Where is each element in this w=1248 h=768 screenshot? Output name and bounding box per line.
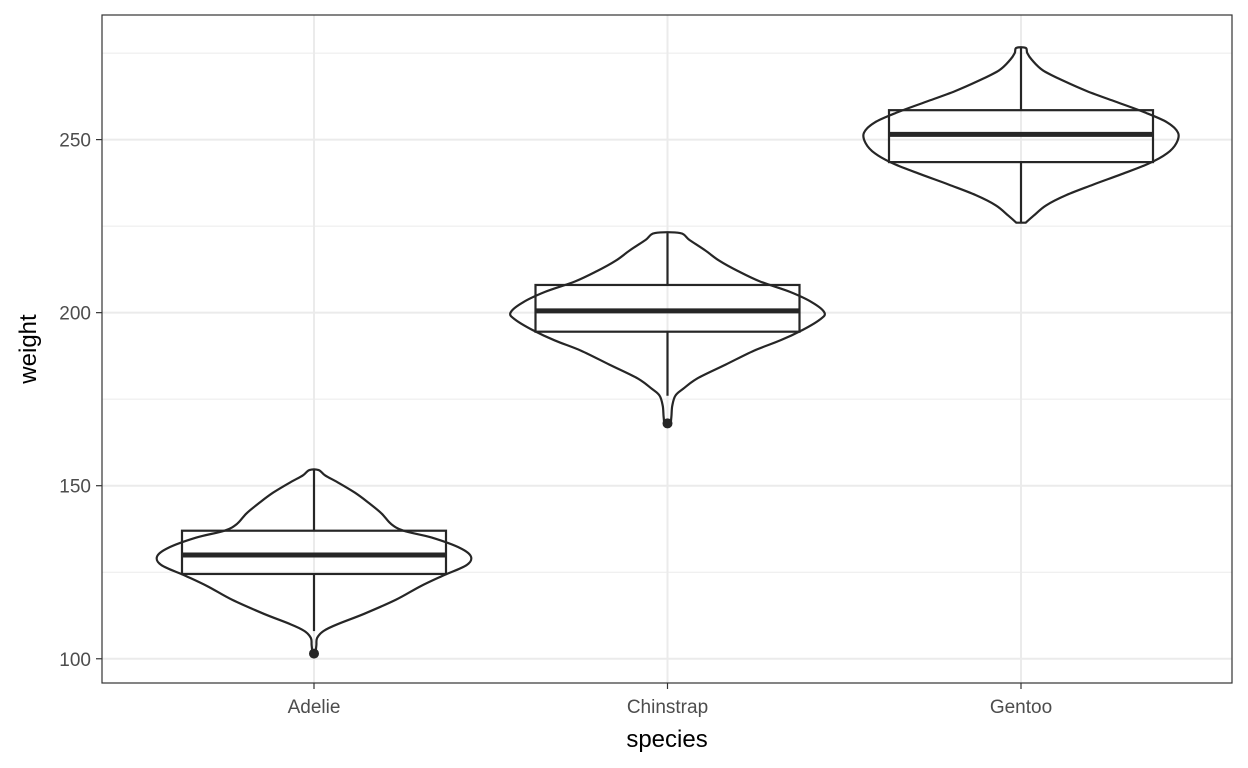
x-axis-title: species: [626, 726, 707, 753]
y-tick-label: 200: [59, 304, 91, 325]
y-axis: 100 150 200 250: [59, 131, 102, 671]
y-tick-label: 150: [59, 477, 91, 498]
violin-adelie: [155, 468, 473, 655]
y-tick-label: 250: [59, 131, 91, 152]
violin-chinstrap: [509, 231, 826, 425]
x-tick-label: Chinstrap: [627, 697, 708, 718]
boxplots: [180, 47, 1155, 632]
x-tick-label: Adelie: [288, 697, 341, 718]
box-chinstrap: [534, 283, 801, 333]
x-tick-label: Gentoo: [990, 697, 1052, 718]
box-adelie: [180, 529, 448, 576]
y-axis-title: weight: [15, 314, 42, 385]
y-tick-label: 100: [59, 650, 91, 671]
outlier-point: [309, 648, 319, 659]
outlier-points: [309, 418, 673, 659]
x-axis: Adelie Chinstrap Gentoo: [288, 683, 1052, 718]
grid-lines: [102, 15, 1232, 683]
outlier-point: [662, 418, 673, 429]
